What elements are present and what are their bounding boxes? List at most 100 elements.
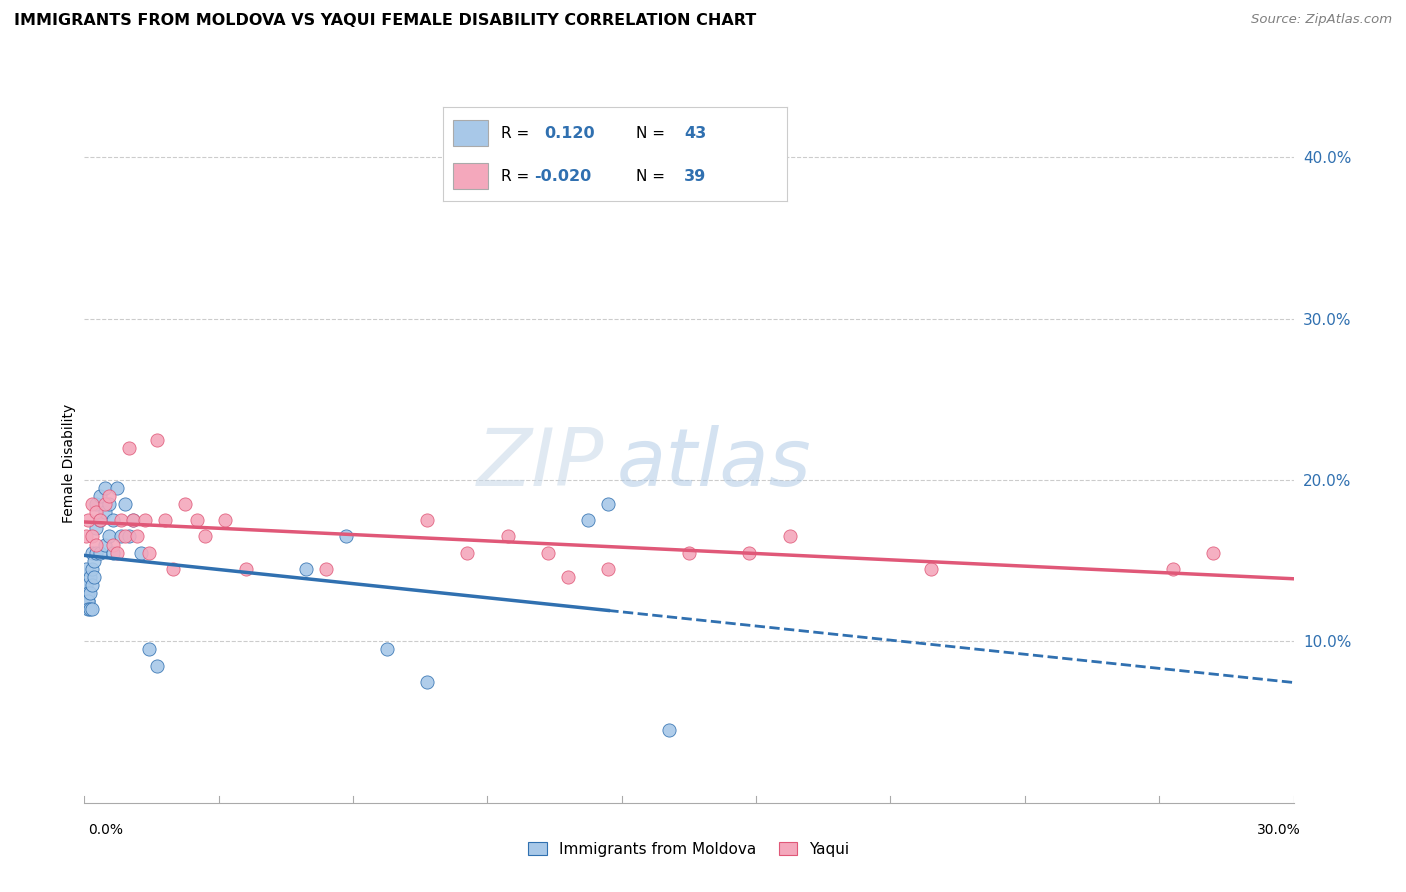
Point <box>138 546 160 560</box>
Point <box>83 570 105 584</box>
Point <box>101 513 124 527</box>
Text: 0.120: 0.120 <box>544 126 595 141</box>
Point <box>82 529 104 543</box>
Point <box>77 602 100 616</box>
Text: -0.020: -0.020 <box>534 169 592 184</box>
Point <box>121 513 143 527</box>
Point <box>537 546 560 560</box>
Y-axis label: Female Disability: Female Disability <box>62 404 76 524</box>
Point <box>496 529 519 543</box>
Point <box>89 513 111 527</box>
FancyBboxPatch shape <box>453 120 488 146</box>
Point <box>598 562 620 576</box>
Point <box>77 513 100 527</box>
Point <box>295 562 318 576</box>
Point <box>77 586 100 600</box>
Point <box>416 674 439 689</box>
Point <box>920 562 942 576</box>
Point <box>79 586 101 600</box>
Point <box>86 505 108 519</box>
Point <box>315 562 337 576</box>
Text: N =: N = <box>636 126 665 141</box>
Point <box>101 546 124 560</box>
Point <box>658 723 681 738</box>
Point <box>82 578 104 592</box>
Point <box>97 489 120 503</box>
Point <box>194 529 217 543</box>
Point <box>1202 546 1225 560</box>
Text: Source: ZipAtlas.com: Source: ZipAtlas.com <box>1251 13 1392 27</box>
Point <box>114 497 136 511</box>
Point <box>83 554 105 568</box>
Point <box>86 537 108 551</box>
Point <box>129 546 152 560</box>
Point <box>93 497 115 511</box>
Point <box>101 537 124 551</box>
Point <box>146 658 169 673</box>
Point <box>121 513 143 527</box>
Point <box>456 546 478 560</box>
Point <box>779 529 801 543</box>
Text: 43: 43 <box>685 126 706 141</box>
Point <box>1161 562 1184 576</box>
Point <box>82 562 104 576</box>
Point <box>97 529 120 543</box>
Point <box>77 594 100 608</box>
Text: N =: N = <box>636 169 665 184</box>
Point <box>89 513 111 527</box>
Point <box>82 497 104 511</box>
Point <box>576 513 599 527</box>
Text: atlas: atlas <box>616 425 811 503</box>
Point <box>93 505 115 519</box>
Point <box>235 562 257 576</box>
Point <box>93 481 115 495</box>
FancyBboxPatch shape <box>453 163 488 189</box>
Point <box>75 562 97 576</box>
Text: IMMIGRANTS FROM MOLDOVA VS YAQUI FEMALE DISABILITY CORRELATION CHART: IMMIGRANTS FROM MOLDOVA VS YAQUI FEMALE … <box>14 13 756 29</box>
Text: 30.0%: 30.0% <box>1257 823 1301 837</box>
Point <box>89 489 111 503</box>
Point <box>97 497 120 511</box>
Text: 39: 39 <box>685 169 706 184</box>
Point <box>153 513 176 527</box>
Point <box>86 497 108 511</box>
Point <box>125 529 148 543</box>
Point <box>138 642 160 657</box>
Text: ZIP: ZIP <box>477 425 605 503</box>
Point <box>105 481 128 495</box>
Point <box>89 546 111 560</box>
Point <box>174 497 197 511</box>
Point <box>76 594 98 608</box>
Point <box>86 546 108 560</box>
Point <box>214 513 236 527</box>
Point <box>105 546 128 560</box>
Point <box>335 529 357 543</box>
Legend: Immigrants from Moldova, Yaqui: Immigrants from Moldova, Yaqui <box>522 836 856 863</box>
Point <box>79 602 101 616</box>
Point <box>416 513 439 527</box>
Point <box>93 537 115 551</box>
Point <box>738 546 761 560</box>
Point <box>110 529 132 543</box>
Point <box>82 602 104 616</box>
Point <box>114 529 136 543</box>
Point <box>162 562 184 576</box>
Text: R =: R = <box>502 126 530 141</box>
Point <box>75 529 97 543</box>
Text: 0.0%: 0.0% <box>89 823 124 837</box>
Point <box>118 529 141 543</box>
Point <box>134 513 156 527</box>
Point <box>82 546 104 560</box>
Point <box>375 642 398 657</box>
Point <box>146 433 169 447</box>
Point <box>110 513 132 527</box>
Point <box>118 441 141 455</box>
Point <box>79 570 101 584</box>
Point <box>678 546 700 560</box>
Point <box>598 497 620 511</box>
Text: R =: R = <box>502 169 530 184</box>
Point <box>186 513 208 527</box>
Point <box>75 578 97 592</box>
Point <box>86 521 108 535</box>
Point <box>557 570 579 584</box>
